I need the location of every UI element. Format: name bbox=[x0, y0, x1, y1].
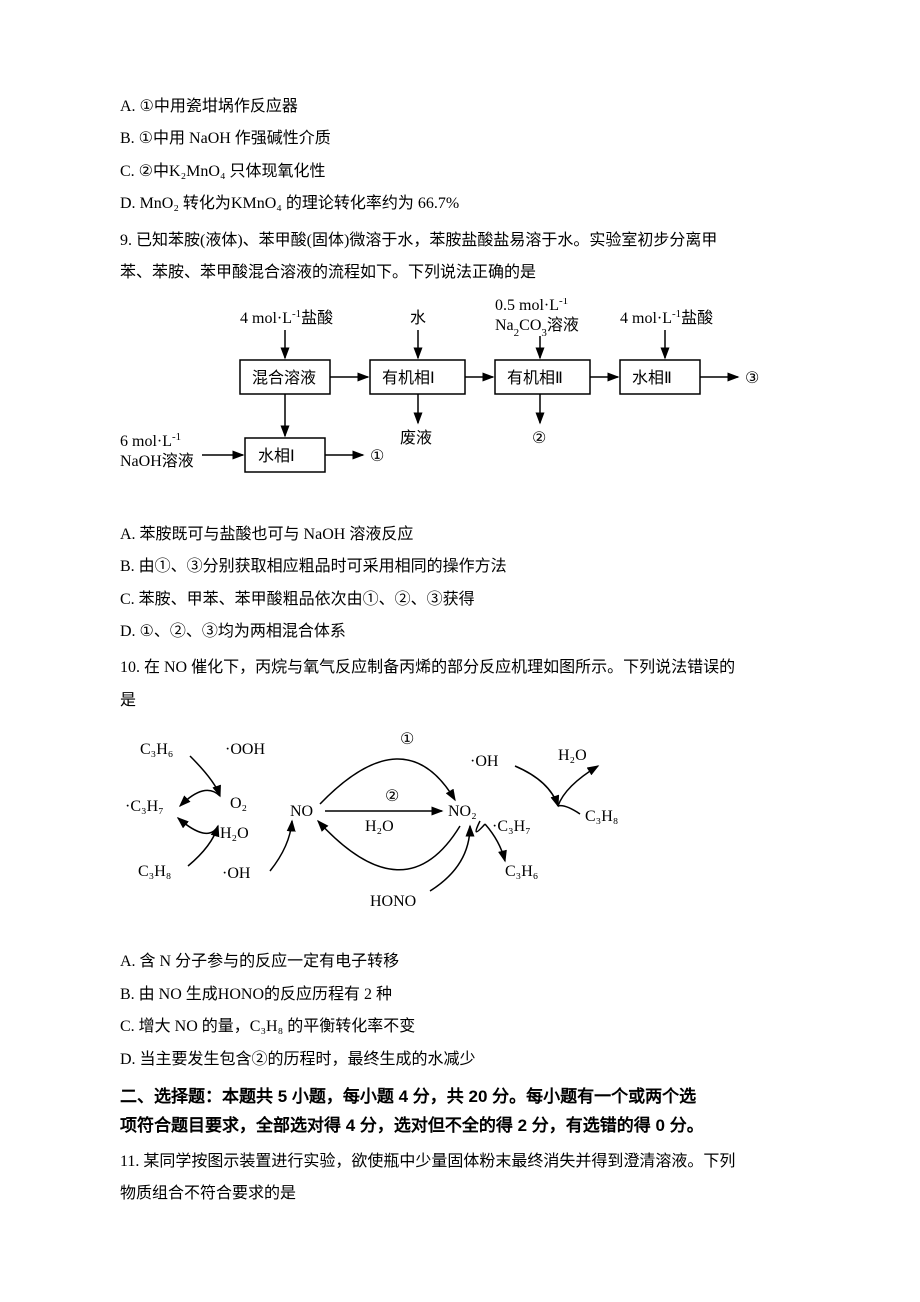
q8-option-c: C. ②中K₂MnO₄ 只体现氧化性 bbox=[120, 157, 800, 187]
chem-c3h8: C₃H₈ bbox=[250, 1018, 283, 1035]
svg-text:C₃H₈: C₃H₈ bbox=[585, 808, 618, 825]
q10c-pre: C. 增大 NO 的量， bbox=[120, 1018, 250, 1035]
q8c-post: 只体现氧化性 bbox=[226, 163, 326, 180]
q9-stem-1: 9. 已知苯胺(液体)、苯甲酸(固体)微溶于水，苯胺盐酸盐易溶于水。实验室初步分… bbox=[120, 226, 800, 256]
svg-text:HONO: HONO bbox=[370, 893, 416, 910]
svg-text:Na2CO3溶液: Na2CO3溶液 bbox=[495, 316, 579, 339]
svg-text:③: ③ bbox=[745, 370, 759, 387]
svg-text:②: ② bbox=[532, 430, 546, 447]
section-2-line-2: 项符合题目要求，全部选对得 4 分，选对但不全的得 2 分，有选错的得 0 分。 bbox=[120, 1112, 800, 1141]
section-2-line-1: 二、选择题：本题共 5 小题，每小题 4 分，共 20 分。每小题有一个或两个选 bbox=[120, 1083, 800, 1112]
svg-text:水相Ⅰ: 水相Ⅰ bbox=[258, 447, 295, 465]
chem-naoh: NaOH bbox=[189, 130, 231, 147]
q10b-pre: B. 由 NO 生成 bbox=[120, 986, 218, 1003]
q9-option-b: B. 由①、③分别获取相应粗品时可采用相同的操作方法 bbox=[120, 552, 800, 582]
chem-kmno4: KMnO₄ bbox=[231, 195, 282, 212]
svg-text:NO: NO bbox=[290, 803, 313, 820]
svg-text:水: 水 bbox=[410, 309, 426, 327]
chem-k2mno4: K₂MnO₄ bbox=[169, 163, 226, 180]
q10c-post: 的平衡转化率不变 bbox=[283, 1018, 415, 1035]
svg-text:C₃H₆: C₃H₆ bbox=[140, 741, 173, 758]
q9-option-d: D. ①、②、③均为两相混合体系 bbox=[120, 617, 800, 647]
q8b-post: 作强碱性介质 bbox=[231, 130, 331, 147]
svg-text:O₂: O₂ bbox=[230, 795, 247, 812]
svg-text:H₂O: H₂O bbox=[365, 818, 394, 835]
q8d-mid: 转化为 bbox=[179, 195, 231, 212]
q8c-pre: C. ②中 bbox=[120, 163, 169, 180]
svg-text:·OH: ·OH bbox=[222, 865, 251, 882]
q8-option-a: A. ①中用瓷坩埚作反应器 bbox=[120, 92, 800, 122]
svg-text:H₂O: H₂O bbox=[220, 825, 249, 842]
chem-mno2: MnO₂ bbox=[140, 195, 179, 212]
q11-stem-2: 物质组合不符合要求的是 bbox=[120, 1179, 800, 1209]
q8d-post: 的理论转化率约为 66.7% bbox=[282, 195, 459, 212]
svg-text:水相Ⅱ: 水相Ⅱ bbox=[632, 369, 672, 387]
svg-text:②: ② bbox=[385, 788, 399, 805]
svg-text:C₃H₆: C₃H₆ bbox=[505, 863, 538, 880]
q10-option-b: B. 由 NO 生成HONO的反应历程有 2 种 bbox=[120, 980, 800, 1010]
q10-stem-1: 10. 在 NO 催化下，丙烷与氧气反应制备丙烯的部分反应机理如图所示。下列说法… bbox=[120, 653, 800, 683]
section-2-heading: 二、选择题：本题共 5 小题，每小题 4 分，共 20 分。每小题有一个或两个选… bbox=[120, 1083, 800, 1141]
svg-text:C₃H₈: C₃H₈ bbox=[138, 863, 171, 880]
svg-text:①: ① bbox=[370, 448, 384, 465]
svg-text:混合溶液: 混合溶液 bbox=[252, 369, 316, 387]
q9-flowchart: 4 mol·L-1盐酸 水 0.5 mol·L-1 Na2CO3溶液 4 mol… bbox=[120, 298, 800, 509]
q8d-pre: D. bbox=[120, 195, 140, 212]
q9-option-c: C. 苯胺、甲苯、苯甲酸粗品依次由①、②、③获得 bbox=[120, 585, 800, 615]
svg-text:·C₃H₇: ·C₃H₇ bbox=[125, 798, 164, 815]
chem-hono: HONO bbox=[218, 986, 264, 1003]
q10-option-c: C. 增大 NO 的量，C₃H₈ 的平衡转化率不变 bbox=[120, 1012, 800, 1042]
q11-stem-1: 11. 某同学按图示装置进行实验，欲使瓶中少量固体粉末最终消失并得到澄清溶液。下… bbox=[120, 1147, 800, 1177]
svg-text:H₂O: H₂O bbox=[558, 747, 587, 764]
q10-mechanism-diagram: C₃H₆ ·OOH ① ·OH H₂O ·C₃H₇ O₂ NO ② NO₂ H₂… bbox=[120, 726, 800, 937]
svg-text:0.5 mol·L-1: 0.5 mol·L-1 bbox=[495, 298, 568, 314]
svg-text:·C₃H₇: ·C₃H₇ bbox=[492, 818, 531, 835]
q10-option-a: A. 含 N 分子参与的反应一定有电子转移 bbox=[120, 947, 800, 977]
q10-option-d: D. 当主要发生包含②的历程时，最终生成的水减少 bbox=[120, 1045, 800, 1075]
svg-text:6 mol·L-1: 6 mol·L-1 bbox=[120, 431, 181, 450]
svg-text:·OOH: ·OOH bbox=[225, 741, 265, 758]
svg-text:废液: 废液 bbox=[400, 429, 432, 447]
q10b-post: 的反应历程有 2 种 bbox=[264, 986, 392, 1003]
q8-option-d: D. MnO₂ 转化为KMnO₄ 的理论转化率约为 66.7% bbox=[120, 189, 800, 219]
svg-text:NO₂: NO₂ bbox=[448, 803, 477, 820]
svg-text:4 mol·L-1盐酸: 4 mol·L-1盐酸 bbox=[240, 308, 333, 327]
svg-text:①: ① bbox=[400, 731, 414, 748]
svg-text:有机相Ⅱ: 有机相Ⅱ bbox=[507, 369, 563, 387]
q8-option-b: B. ①中用 NaOH 作强碱性介质 bbox=[120, 124, 800, 154]
q10-stem-2: 是 bbox=[120, 686, 800, 716]
svg-text:有机相Ⅰ: 有机相Ⅰ bbox=[382, 369, 435, 387]
q9-option-a: A. 苯胺既可与盐酸也可与 NaOH 溶液反应 bbox=[120, 520, 800, 550]
svg-text:·OH: ·OH bbox=[470, 753, 499, 770]
q9-stem-2: 苯、苯胺、苯甲酸混合溶液的流程如下。下列说法正确的是 bbox=[120, 258, 800, 288]
svg-text:4 mol·L-1盐酸: 4 mol·L-1盐酸 bbox=[620, 308, 713, 327]
svg-text:NaOH溶液: NaOH溶液 bbox=[120, 452, 194, 470]
q8b-pre: B. ①中用 bbox=[120, 130, 189, 147]
